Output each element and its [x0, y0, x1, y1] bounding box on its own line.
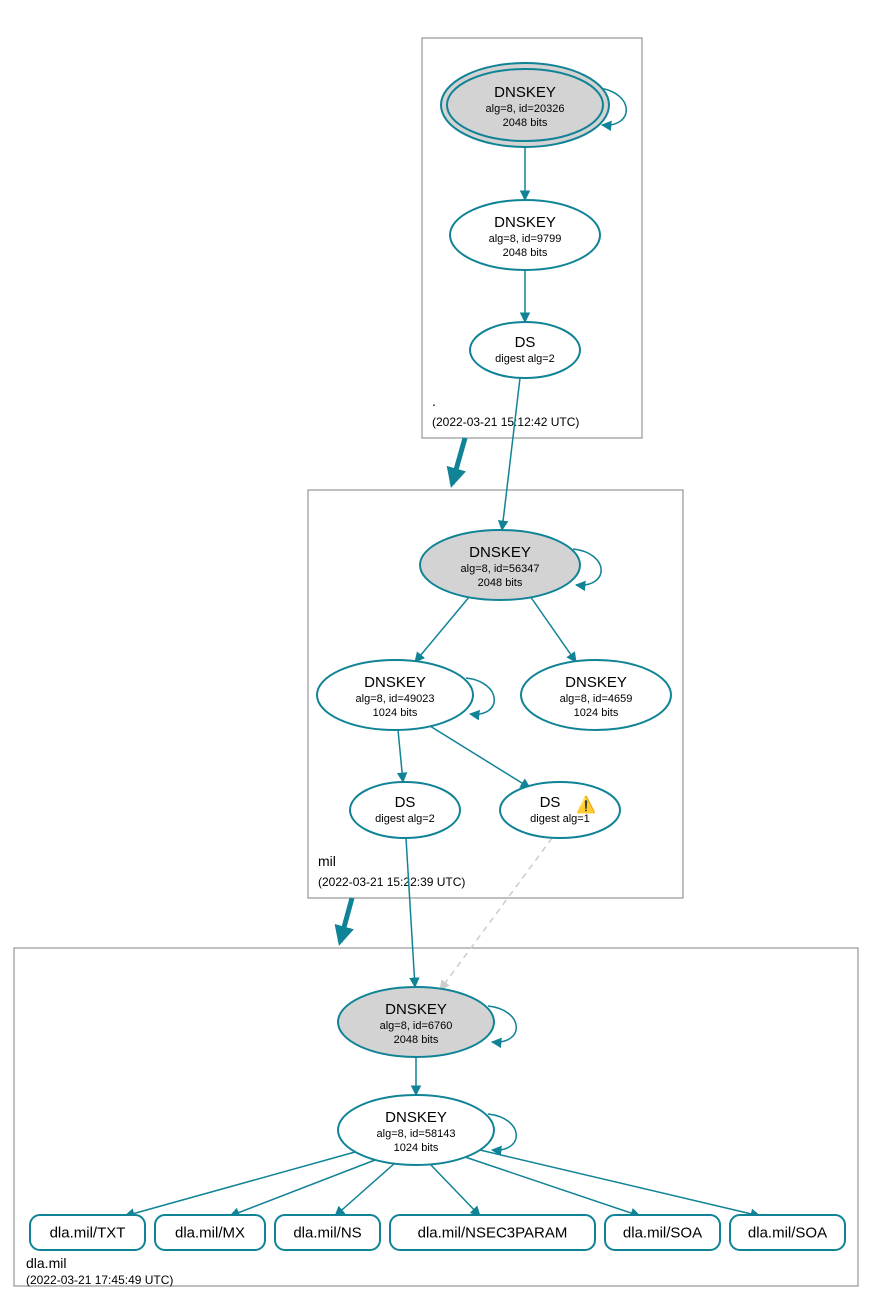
edge-dla-zsk-rec5 [480, 1150, 760, 1216]
edge-mil-ksk-zsk2 [530, 596, 576, 662]
node-root-ds-title: DS [515, 334, 536, 351]
record-label: dla.mil/MX [175, 1225, 245, 1242]
zone-time-root: (2022-03-21 15:12:42 UTC) [432, 415, 579, 429]
node-mil-ds1-sub1: digest alg=2 [375, 813, 435, 825]
node-root-ds-sub1: digest alg=2 [495, 353, 555, 365]
node-mil-zsk1-sub2: 1024 bits [373, 707, 418, 719]
edge-root-ds-mil-ksk [502, 378, 520, 530]
node-mil-ds2-title: DS [540, 794, 561, 811]
node-mil-ds2-sub1: digest alg=1 [530, 813, 590, 825]
record-label: dla.mil/NS [293, 1225, 361, 1242]
zone-label-mil: mil [318, 853, 336, 869]
edge-dla-zsk-rec0 [125, 1152, 355, 1216]
edge-mil-ds2-dla-ksk [440, 838, 552, 990]
zone-label-dla: dla.mil [26, 1255, 66, 1271]
node-mil-ksk-sub2: 2048 bits [478, 577, 523, 589]
zone-label-root: . [432, 393, 436, 409]
edge-dla-zsk-rec1 [230, 1160, 375, 1216]
edge-mil-ksk-zsk1 [415, 596, 470, 662]
record-group: dla.mil/TXT dla.mil/MX dla.mil/NS dla.mil/N… [30, 1215, 845, 1250]
node-root-ksk-sub2: 2048 bits [503, 117, 548, 129]
zone-time-mil: (2022-03-21 15:22:39 UTC) [318, 875, 465, 889]
edge-dla-zsk-rec4 [465, 1157, 640, 1216]
node-dla-ksk-sub2: 2048 bits [394, 1034, 439, 1046]
node-mil-ksk-title: DNSKEY [469, 544, 531, 561]
node-root-zsk-sub2: 2048 bits [503, 247, 548, 259]
node-mil-zsk2-sub1: alg=8, id=4659 [560, 693, 633, 705]
node-root-ksk-title: DNSKEY [494, 84, 556, 101]
node-mil-ksk-sub1: alg=8, id=56347 [461, 563, 540, 575]
record-label: dla.mil/TXT [50, 1225, 126, 1242]
record-label: dla.mil/SOA [623, 1225, 702, 1242]
edge-mil-zsk1-ds2 [430, 726, 530, 788]
edge-zone-mil-dla [340, 898, 352, 942]
node-dla-zsk-sub1: alg=8, id=58143 [377, 1128, 456, 1140]
node-dla-ksk-title: DNSKEY [385, 1001, 447, 1018]
node-dla-zsk-sub2: 1024 bits [394, 1142, 439, 1154]
node-root-ksk-sub1: alg=8, id=20326 [486, 103, 565, 115]
edge-mil-ds1-dla-ksk [406, 838, 415, 987]
edge-mil-zsk1-ds1 [398, 730, 403, 782]
node-dla-zsk-title: DNSKEY [385, 1109, 447, 1126]
record-label: dla.mil/SOA [748, 1225, 827, 1242]
node-root-zsk-title: DNSKEY [494, 214, 556, 231]
edge-dla-zsk-rec3 [430, 1164, 480, 1216]
dnssec-diagram: . (2022-03-21 15:12:42 UTC) mil (2022-03… [0, 0, 872, 1299]
zone-time-dla: (2022-03-21 17:45:49 UTC) [26, 1273, 173, 1287]
node-dla-ksk-sub1: alg=8, id=6760 [380, 1020, 453, 1032]
edge-zone-root-mil [452, 438, 465, 484]
node-mil-zsk2-sub2: 1024 bits [574, 707, 619, 719]
node-mil-ds1-title: DS [395, 794, 416, 811]
warning-icon: ⚠️ [576, 795, 596, 814]
node-root-zsk-sub1: alg=8, id=9799 [489, 233, 562, 245]
node-mil-zsk1-title: DNSKEY [364, 674, 426, 691]
node-mil-zsk2-title: DNSKEY [565, 674, 627, 691]
record-label: dla.mil/NSEC3PARAM [418, 1225, 568, 1242]
edge-dla-zsk-rec2 [335, 1163, 395, 1216]
node-mil-zsk1-sub1: alg=8, id=49023 [356, 693, 435, 705]
